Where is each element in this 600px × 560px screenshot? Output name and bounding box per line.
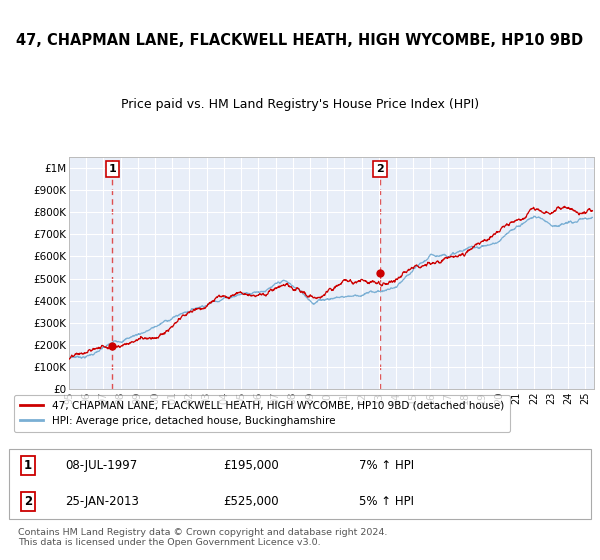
Text: 2: 2 [23, 496, 32, 508]
Text: 1: 1 [109, 164, 116, 174]
Text: 5% ↑ HPI: 5% ↑ HPI [359, 496, 414, 508]
Text: Contains HM Land Registry data © Crown copyright and database right 2024.
This d: Contains HM Land Registry data © Crown c… [18, 528, 387, 547]
Text: Price paid vs. HM Land Registry's House Price Index (HPI): Price paid vs. HM Land Registry's House … [121, 99, 479, 111]
Legend: 47, CHAPMAN LANE, FLACKWELL HEATH, HIGH WYCOMBE, HP10 9BD (detached house), HPI:: 47, CHAPMAN LANE, FLACKWELL HEATH, HIGH … [14, 395, 510, 432]
Text: 2: 2 [376, 164, 384, 174]
Text: £195,000: £195,000 [224, 459, 280, 472]
Text: 25-JAN-2013: 25-JAN-2013 [65, 496, 139, 508]
Text: 1: 1 [23, 459, 32, 472]
Text: £525,000: £525,000 [224, 496, 279, 508]
Text: 08-JUL-1997: 08-JUL-1997 [65, 459, 137, 472]
Text: 7% ↑ HPI: 7% ↑ HPI [359, 459, 414, 472]
Text: 47, CHAPMAN LANE, FLACKWELL HEATH, HIGH WYCOMBE, HP10 9BD: 47, CHAPMAN LANE, FLACKWELL HEATH, HIGH … [16, 33, 584, 48]
